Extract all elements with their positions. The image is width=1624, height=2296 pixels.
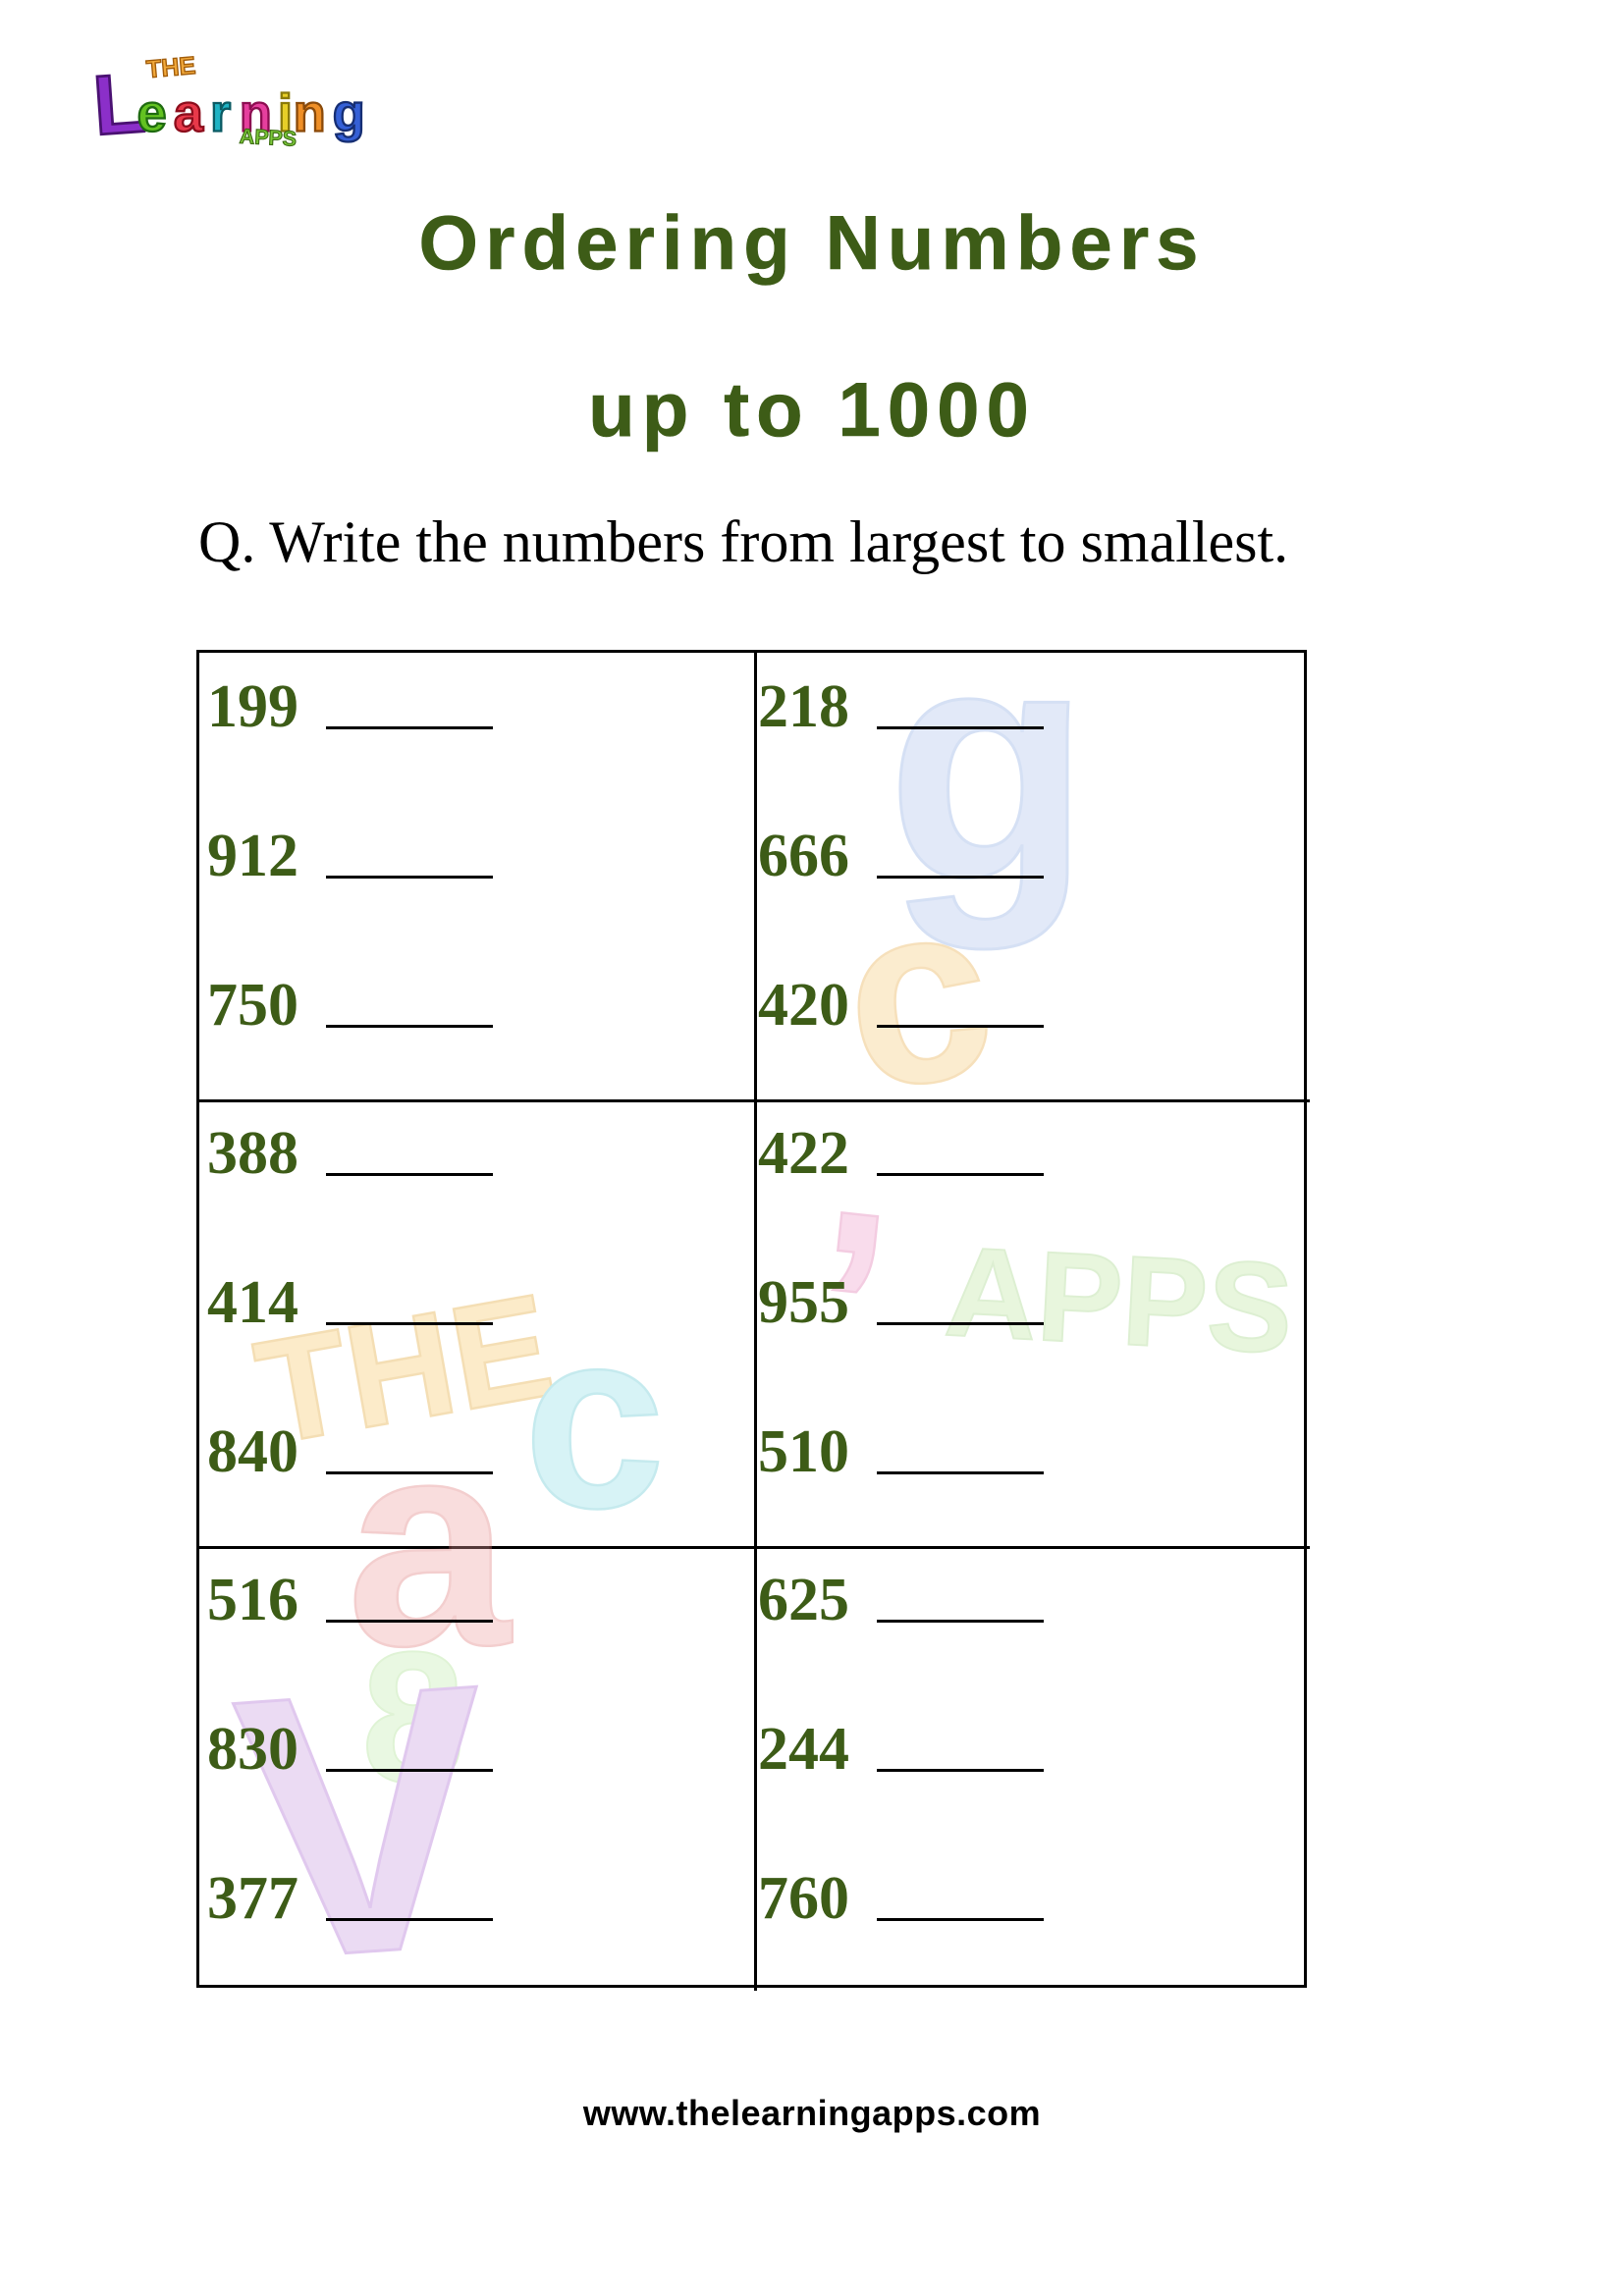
svg-text:e: e: [137, 84, 167, 143]
svg-text:c: c: [523, 1277, 666, 1562]
svg-text:g: g: [333, 84, 365, 143]
svg-text:THE: THE: [145, 52, 196, 83]
svg-text:APPS: APPS: [239, 125, 297, 147]
svg-text:n: n: [294, 84, 326, 143]
svg-text:r: r: [210, 84, 231, 143]
svg-text:a: a: [174, 84, 204, 143]
